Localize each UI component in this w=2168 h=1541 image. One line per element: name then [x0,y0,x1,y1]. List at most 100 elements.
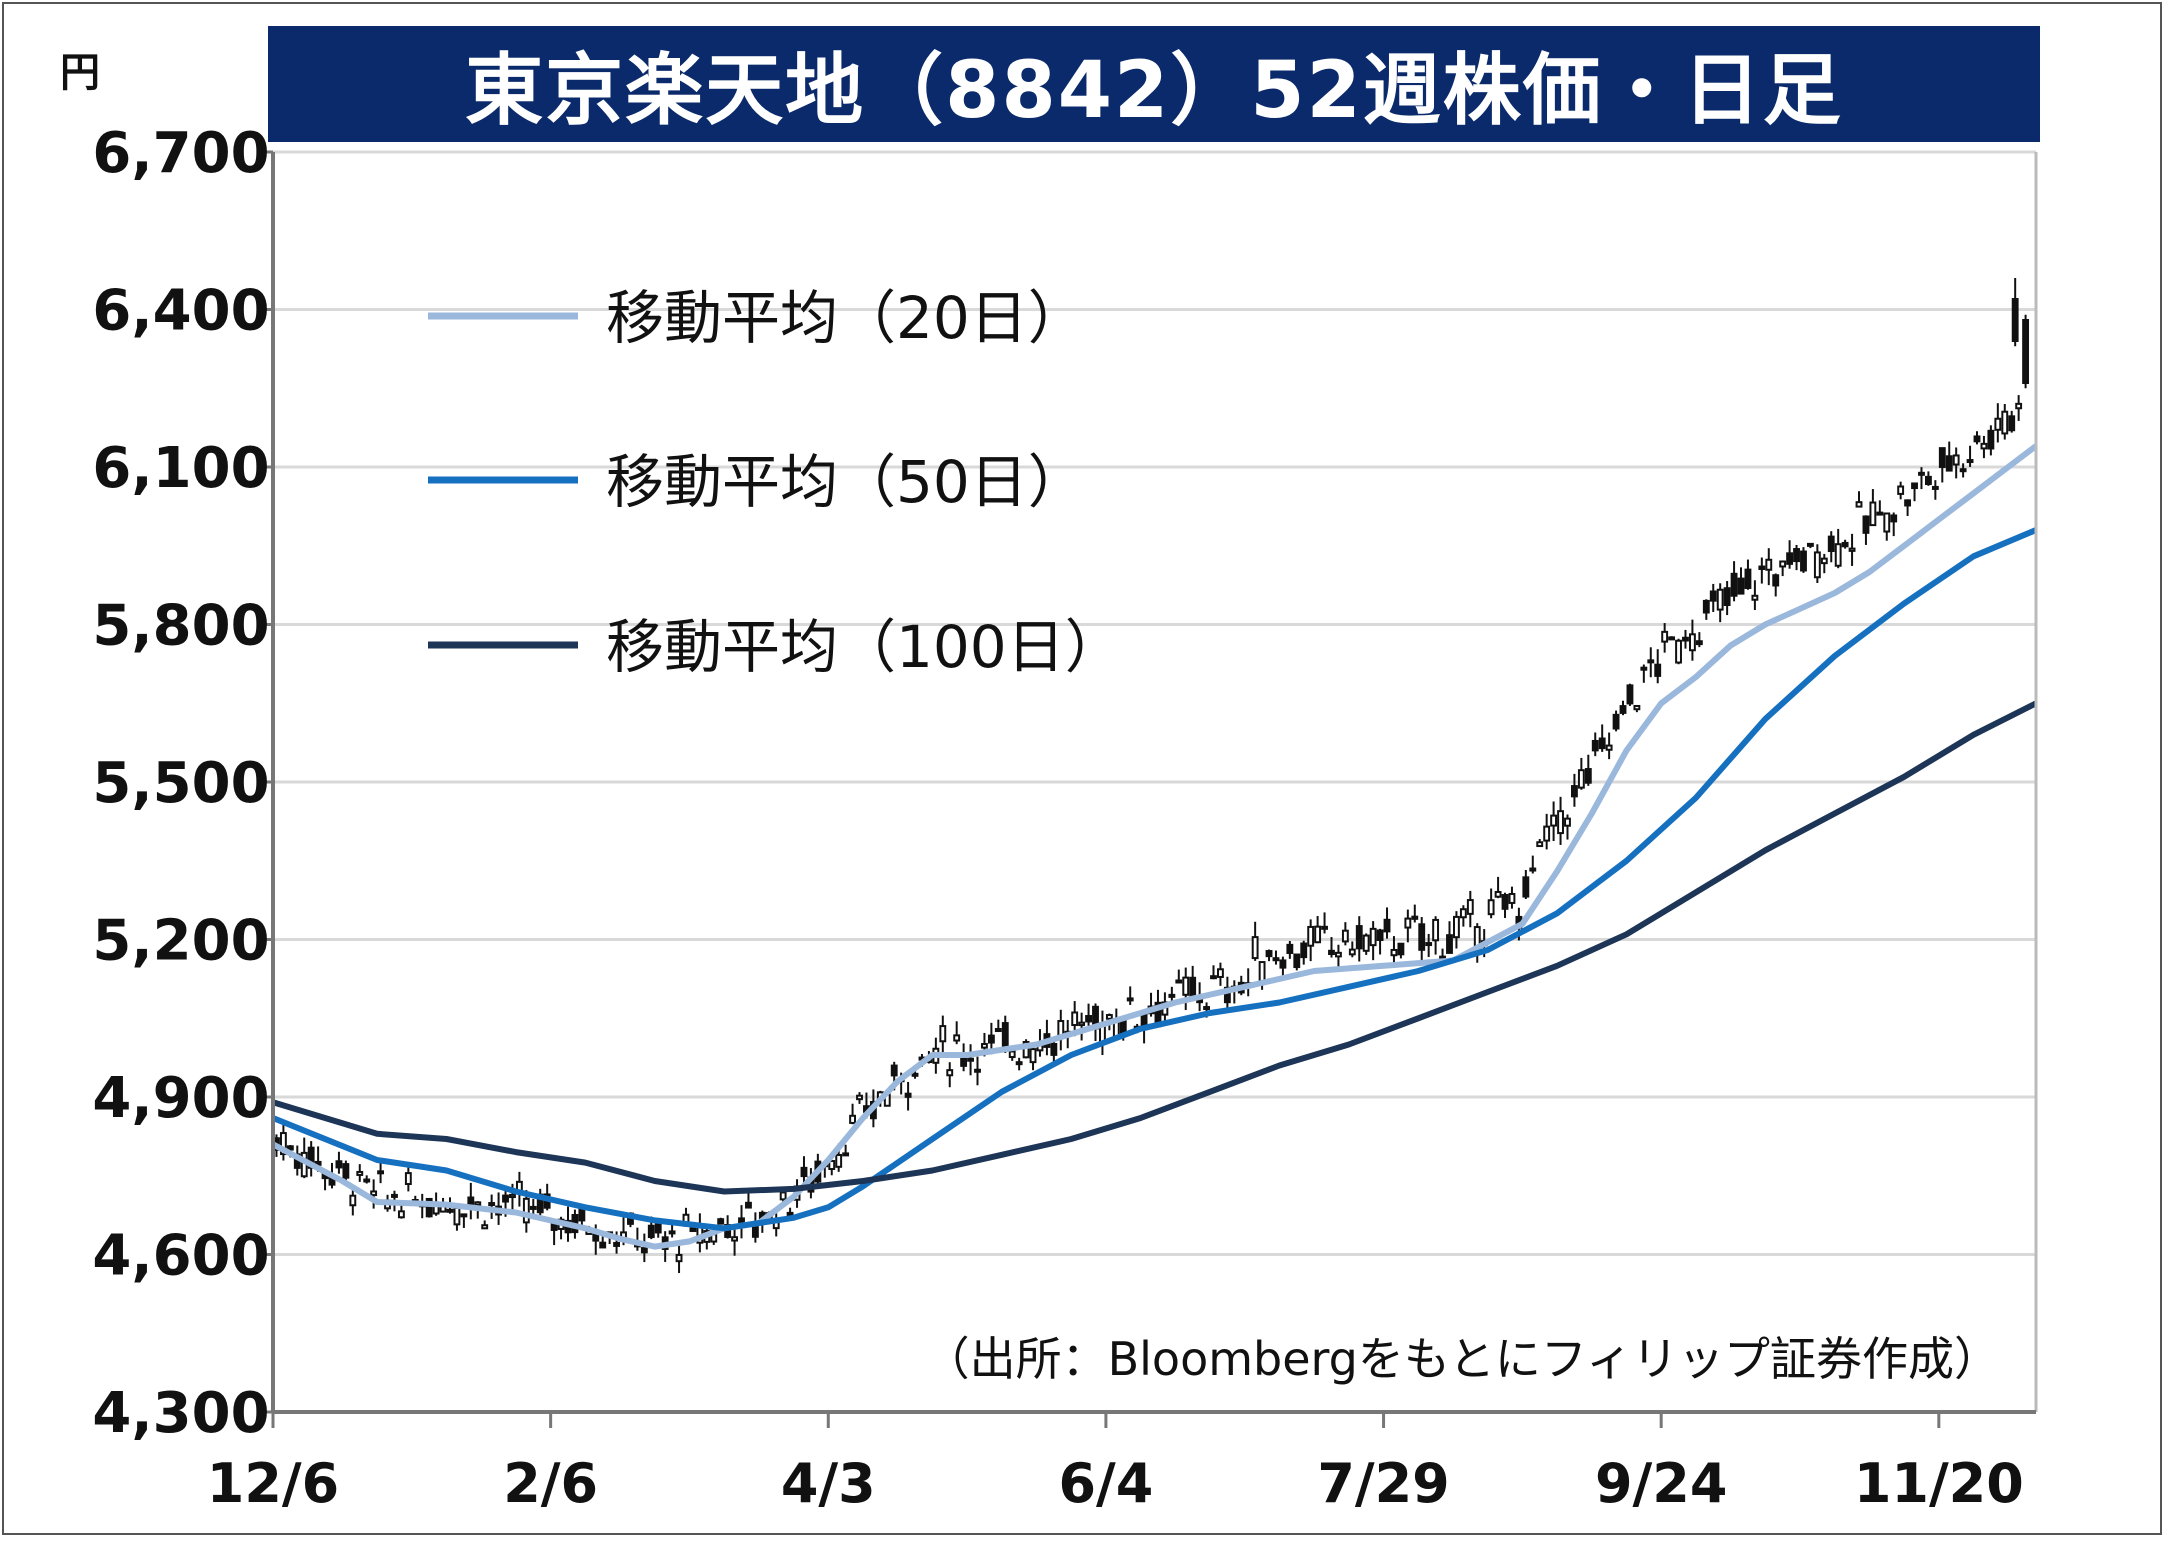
candle-body [1550,814,1558,827]
candle-body [738,1217,745,1224]
candle-body [1702,599,1710,614]
candle-body [1015,1061,1023,1066]
candle-body [1786,552,1794,565]
chart-title: 東京楽天地（8842）52週株価・日足 [268,26,2040,142]
candle-body [1362,934,1370,952]
candle-body [1529,867,1537,872]
candle-body [279,1132,287,1156]
candle-body [2015,402,2023,410]
candle-body [1855,501,1863,508]
candle-body [453,1206,461,1226]
candle-body [460,1213,468,1218]
candle-body [1959,468,1967,473]
y-tick-label: 6,400 [92,279,269,344]
candle-body [994,1028,1002,1033]
axes: 4,300 4,600 4,900 5,200 5,500 5,800 6,100 6,400… [92,121,2038,1515]
candle-body [1661,630,1669,643]
candle-body [1168,993,1176,998]
candle-body [1050,1042,1058,1056]
candle-body [939,1025,947,1043]
candle-body [1765,558,1773,571]
x-tick-label: 7/29 [1317,1452,1449,1515]
candle-body [1258,961,1266,984]
candle-body [1904,499,1912,507]
candle-body [1640,666,1648,671]
candle-body [1709,590,1717,602]
candle-body [1952,454,1960,466]
candle-body [1397,942,1405,956]
ma-line-100 [272,700,2038,1195]
candle-body [1272,957,1280,962]
candle-body [1869,501,1877,527]
candle-body [1647,659,1655,664]
candle-body [731,1236,739,1242]
candle-body [1203,1006,1210,1011]
candle-body [1494,890,1502,898]
candle-body [1085,1015,1092,1023]
candle-body [397,1210,405,1219]
candle-body [1189,976,1197,999]
legend-label: 移動平均（100日） [606,613,1123,681]
gridlines [273,150,2036,1256]
candle-body [1730,572,1738,597]
candle-body [1265,950,1273,958]
candle-body [856,1094,863,1101]
candle-body [1293,953,1301,969]
candle-body [1654,663,1662,677]
candle-body [717,1218,725,1225]
candle-body [1126,997,1134,1002]
candle-body [1536,841,1544,848]
candle-body [363,1178,371,1183]
candle-body [1876,511,1884,516]
candle-body [522,1197,530,1224]
candle-body [1404,917,1412,929]
candle-body [1758,565,1766,571]
candle-body [370,1190,378,1197]
candle-body [647,1224,655,1239]
candle-body [890,1064,898,1077]
candle-body [1217,968,1224,978]
candle-body [1307,925,1315,947]
candle-body [745,1201,752,1209]
candle-body [1335,951,1342,958]
candle-body [1924,475,1932,486]
legend-label: 移動平均（50日） [606,448,1086,516]
y-tick-label: 6,700 [92,121,269,186]
candle-body [349,1194,357,1207]
candle-body [668,1230,676,1235]
candle-body [1501,894,1509,910]
candle-body [342,1163,350,1179]
candle-body [1605,744,1613,751]
candle-body [1175,979,1183,984]
candle-body [1848,547,1856,552]
x-tick-label: 11/20 [1854,1452,2024,1515]
candle-body [1772,574,1780,587]
candle-body [1453,915,1460,939]
candle-body [1737,577,1745,595]
candle-body [1376,929,1384,941]
candle-body [1105,1014,1113,1020]
candle-body [2022,319,2030,384]
candle-body [911,1072,919,1077]
candle-body [550,1223,558,1231]
candle-body [1383,918,1391,933]
candle-body [1890,514,1898,523]
legend-label: 移動平均（20日） [606,284,1086,352]
y-tick-label: 4,600 [92,1224,269,1289]
candle-body [1341,929,1349,943]
candle-body [1779,560,1787,568]
candle-body [1182,976,1190,996]
candle-body [1300,942,1308,959]
candle-body [1418,923,1426,951]
candle-body [1883,512,1891,533]
candle-body [1577,769,1585,789]
candle-body [1564,817,1571,827]
x-tick-label: 2/6 [503,1452,598,1515]
candle-body [1820,557,1828,565]
candle-body [425,1197,433,1218]
candle-body [1966,459,1974,464]
candle-body [1626,684,1634,705]
candle-body [1071,1011,1079,1027]
candle-body [828,1160,836,1170]
candle-body [1411,915,1419,920]
